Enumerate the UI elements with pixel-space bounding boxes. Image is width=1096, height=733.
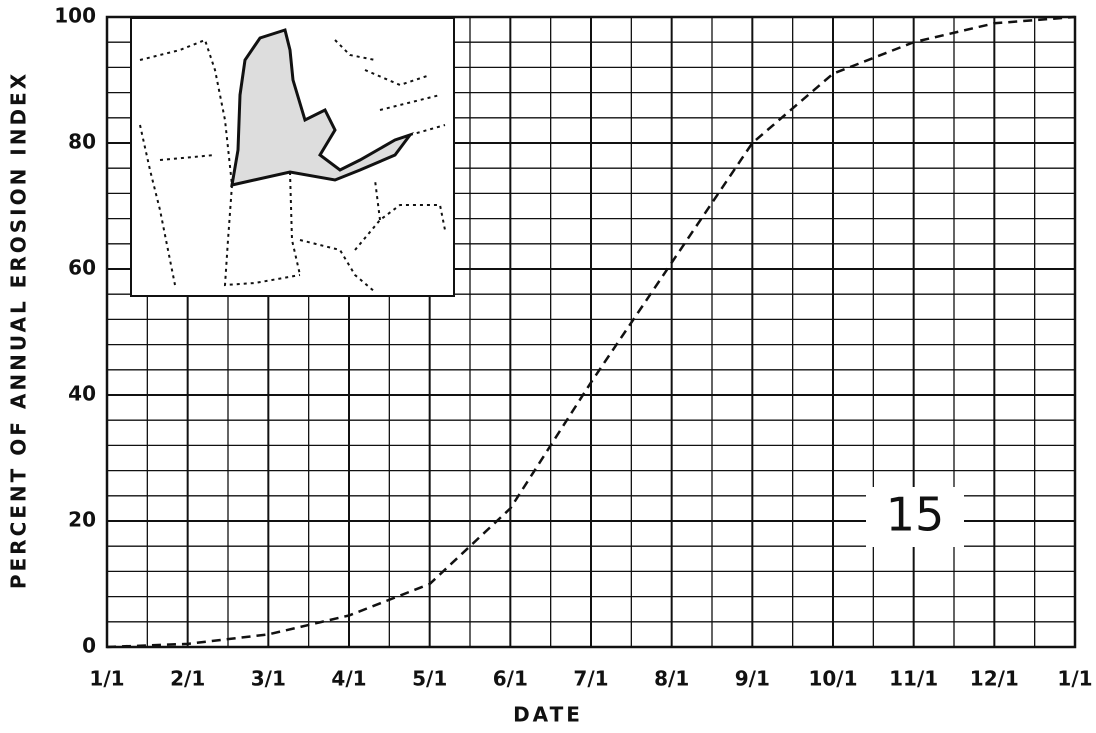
x-tick-label: 6/1: [493, 667, 528, 691]
y-tick-label: 0: [82, 634, 96, 658]
x-tick-label: 5/1: [412, 667, 447, 691]
y-tick-label: 80: [68, 130, 96, 154]
y-tick-label: 60: [68, 256, 96, 280]
x-tick-label: 1/1: [1057, 667, 1092, 691]
borders: [139, 38, 446, 293]
x-tick-label: 4/1: [331, 667, 366, 691]
x-axis-label: DATE: [513, 703, 583, 727]
annotation-box: [866, 487, 964, 547]
y-axis-label: PERCENT OF ANNUAL EROSION INDEX: [7, 71, 31, 589]
x-tick-label: 3/1: [251, 667, 286, 691]
x-tick-label: 9/1: [735, 667, 770, 691]
region: [230, 28, 415, 187]
y-tick-label: 40: [68, 382, 96, 406]
inset-map: [130, 17, 455, 297]
x-tick-label: 7/1: [573, 667, 608, 691]
x-tick-label: 1/1: [89, 667, 124, 691]
x-tick-label: 8/1: [654, 667, 689, 691]
erosion-curve: [106, 15, 1076, 649]
x-tick-label: 10/1: [808, 667, 857, 691]
x-tick-label: 12/1: [970, 667, 1019, 691]
annotation: 15: [886, 488, 945, 542]
y-tick-label: 100: [54, 4, 96, 28]
plot-frame: [105, 15, 1077, 649]
x-tick-label: 11/1: [889, 667, 938, 691]
x-tick-label: 2/1: [170, 667, 205, 691]
y-tick-label: 20: [68, 508, 96, 532]
